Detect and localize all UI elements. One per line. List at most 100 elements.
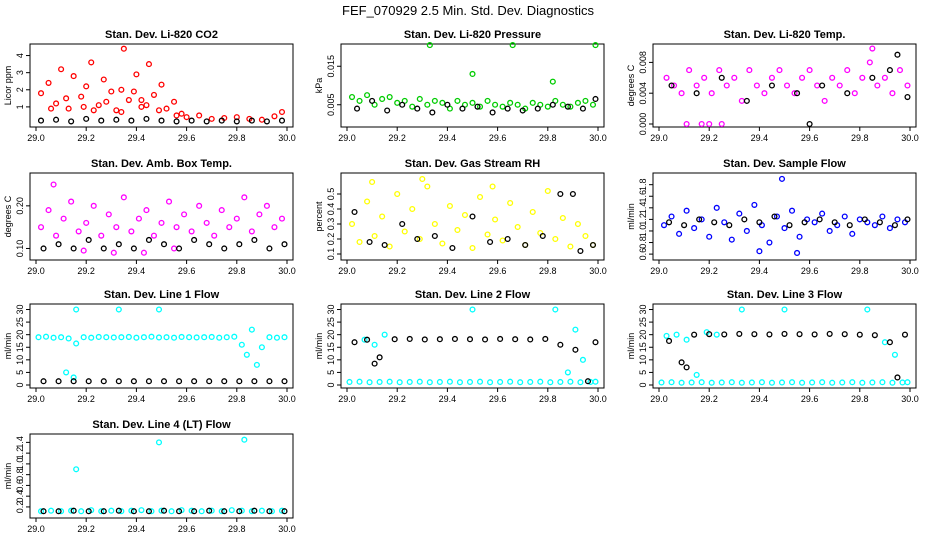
data-point-secondary [466, 336, 474, 343]
data-point-primary [517, 379, 524, 386]
data-point-primary [756, 248, 763, 255]
data-point-secondary [487, 238, 494, 246]
data-point-secondary [527, 336, 534, 343]
plot-frame [29, 303, 294, 389]
data-point-primary [416, 95, 423, 103]
y-tick-label: 1.0 [15, 458, 25, 471]
data-point-secondary [826, 330, 833, 337]
data-point-secondary [474, 103, 481, 110]
data-point-primary [223, 334, 230, 341]
data-point-secondary [188, 117, 195, 124]
data-point-primary [466, 378, 474, 386]
data-point-primary [63, 95, 70, 102]
data-point-primary [409, 205, 416, 213]
y-tick-label: 20 [638, 330, 648, 340]
y-tick-label: 0.4 [326, 203, 336, 216]
data-point-primary [839, 379, 846, 386]
data-point-primary [698, 120, 705, 128]
x-tick-label: 29.2 [77, 524, 95, 534]
data-point-secondary [351, 208, 358, 216]
data-point-primary [361, 336, 368, 343]
data-point-primary [188, 228, 195, 235]
data-point-primary [778, 379, 786, 386]
y-tick-label: 30 [15, 305, 25, 315]
data-point-primary [95, 102, 102, 109]
data-point-primary [143, 102, 150, 109]
data-point-primary [469, 99, 476, 106]
data-point-secondary [681, 222, 688, 229]
data-point-primary [381, 331, 388, 338]
data-point-secondary [504, 235, 511, 243]
data-point-primary [476, 378, 484, 385]
data-point-primary [426, 42, 433, 49]
chart-title: Stan. Dev. Sample Flow [723, 158, 846, 170]
data-point-secondary [128, 117, 135, 124]
data-point-secondary [771, 213, 778, 220]
data-point-primary [904, 379, 911, 386]
data-point-primary [366, 379, 373, 386]
data-point-primary [859, 74, 866, 81]
x-tick-label: 29.4 [128, 394, 146, 404]
y-axis-label: percent [314, 201, 324, 232]
x-tick-label: 30.0 [278, 394, 296, 404]
data-point-primary [668, 379, 675, 386]
data-point-primary [271, 113, 278, 120]
data-point-primary [90, 202, 97, 209]
data-point-secondary [70, 245, 77, 252]
data-point-primary [693, 82, 700, 89]
data-point-secondary [278, 117, 286, 124]
data-point-secondary [371, 360, 378, 367]
data-point-secondary [251, 378, 258, 385]
data-point-secondary [539, 232, 546, 240]
data-point-secondary [40, 508, 47, 515]
data-point-primary [864, 306, 871, 313]
data-point-primary [728, 236, 735, 243]
data-point-secondary [796, 331, 803, 338]
data-point-primary [108, 88, 115, 95]
data-point-primary [208, 333, 215, 340]
data-point-primary [346, 378, 353, 386]
y-tick-label: 25 [15, 317, 25, 327]
y-tick-label: 0.005 [326, 93, 336, 116]
data-point-primary [118, 508, 125, 515]
data-point-primary [53, 100, 60, 107]
data-point-primary [171, 334, 178, 341]
data-point-primary [507, 378, 514, 385]
data-point-primary [706, 120, 713, 128]
x-tick-label: 29.8 [228, 266, 246, 276]
data-point-primary [713, 204, 720, 211]
x-tick-label: 30.0 [589, 266, 607, 276]
data-point-primary [356, 378, 363, 385]
plot-frame [652, 43, 917, 128]
data-point-primary [806, 67, 813, 74]
y-tick-label: 0.8 [15, 468, 25, 481]
data-point-primary [231, 333, 238, 340]
y-tick-label: 5 [15, 370, 25, 375]
data-point-primary [196, 112, 203, 119]
data-point-primary [723, 82, 730, 89]
data-point-primary [424, 101, 431, 108]
data-point-secondary [876, 219, 883, 226]
data-point-secondary [711, 219, 718, 226]
y-tick-label: 30 [638, 305, 648, 315]
data-point-primary [718, 120, 725, 128]
x-tick-label: 29.2 [700, 133, 718, 143]
data-point-primary [529, 208, 536, 216]
data-point-primary [424, 183, 431, 190]
data-point-primary [45, 79, 52, 86]
data-point-secondary [869, 74, 876, 81]
y-tick-label: 0.008 [638, 51, 648, 74]
data-point-primary [143, 207, 150, 214]
data-point-secondary [85, 378, 92, 385]
data-point-secondary [844, 90, 851, 97]
data-point-primary [68, 507, 75, 514]
x-tick-label: 29.2 [77, 133, 95, 143]
data-point-primary [574, 220, 581, 228]
data-point-primary [761, 90, 768, 97]
y-tick-label: 2 [15, 87, 25, 92]
data-point-primary [103, 334, 110, 341]
data-point-primary [50, 181, 57, 188]
data-point-secondary [743, 97, 750, 104]
data-point-primary [98, 232, 105, 239]
